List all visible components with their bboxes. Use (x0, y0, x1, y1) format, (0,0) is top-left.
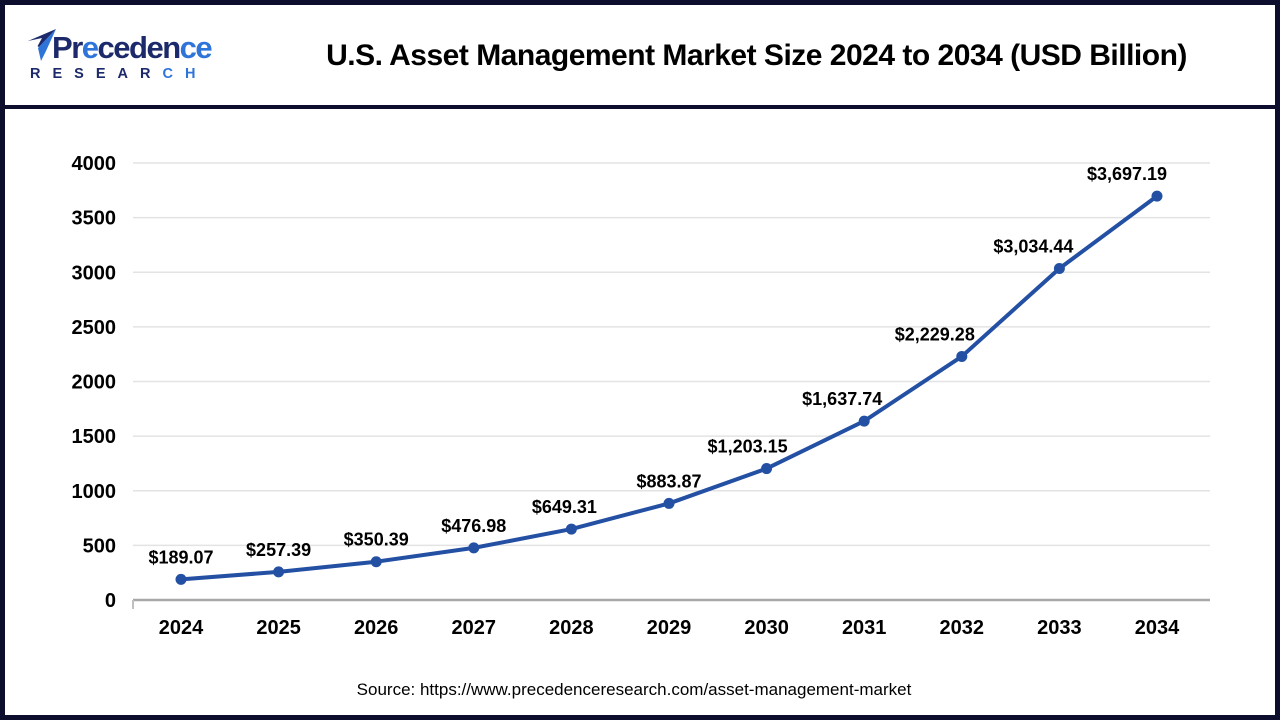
header: Precedence RESEARCH U.S. Asset Managemen… (5, 5, 1275, 105)
data-point-label: $3,697.19 (1087, 164, 1167, 184)
y-axis-tick-label: 3000 (72, 262, 117, 284)
chart-title: U.S. Asset Management Market Size 2024 t… (326, 39, 1187, 72)
data-point (175, 573, 187, 585)
data-point (956, 350, 968, 362)
line-chart: 0 500 1000 1500 2000 2500 3000 3500 4000 $189.07 2… (72, 153, 1210, 699)
title-container: U.S. Asset Management Market Size 2024 t… (238, 5, 1275, 105)
x-axis-tick-label: 2030 (744, 617, 789, 639)
data-point (858, 415, 870, 427)
header-divider (5, 105, 1275, 109)
data-point-label: $649.31 (532, 497, 597, 517)
data-point (663, 497, 675, 509)
data-point (273, 566, 285, 578)
x-axis-tick-label: 2033 (1037, 617, 1082, 639)
y-axis-tick-label: 500 (83, 535, 116, 557)
x-axis-tick-label: 2028 (549, 617, 594, 639)
data-point-label: $3,034.44 (993, 236, 1073, 256)
y-axis-tick-label: 2000 (72, 372, 117, 394)
x-axis-tick-label: 2026 (354, 617, 399, 639)
y-axis-tick-label: 0 (105, 590, 116, 612)
logo-subtext: RESEARCH (30, 66, 208, 82)
data-point-label: $257.39 (246, 540, 311, 560)
data-point-label: $350.39 (344, 530, 409, 550)
x-axis-tick-label: 2034 (1135, 617, 1180, 639)
paper-plane-icon (28, 29, 56, 61)
data-point (1151, 190, 1163, 202)
data-point (1053, 262, 1065, 274)
data-point-label: $189.07 (148, 547, 213, 567)
data-point-label: $1,637.74 (802, 389, 882, 409)
source-text: Source: https://www.precedenceresearch.c… (357, 680, 912, 699)
x-axis-tick-label: 2032 (940, 617, 985, 639)
data-point-label: $1,203.15 (708, 437, 788, 457)
data-point (565, 523, 577, 535)
y-axis-tick-label: 3500 (72, 208, 117, 230)
logo-brand-text: Precedence (52, 30, 213, 65)
y-axis-tick-label: 2500 (72, 317, 117, 339)
data-point (468, 542, 480, 554)
y-axis-tick-label: 1000 (72, 481, 117, 503)
x-axis-tick-label: 2025 (256, 617, 301, 639)
x-axis-tick-label: 2029 (647, 617, 692, 639)
data-point-label: $2,229.28 (895, 324, 975, 344)
x-axis-tick-label: 2031 (842, 617, 887, 639)
data-point (761, 463, 773, 475)
x-axis-tick-label: 2027 (452, 617, 497, 639)
data-point-label: $883.87 (636, 471, 701, 491)
data-point-label: $476.98 (441, 516, 506, 536)
data-point (370, 556, 382, 568)
precedence-research-logo: Precedence RESEARCH (28, 29, 238, 105)
y-axis-tick-label: 1500 (72, 426, 117, 448)
y-axis-tick-label: 4000 (72, 153, 117, 175)
x-axis-tick-label: 2024 (159, 617, 204, 639)
